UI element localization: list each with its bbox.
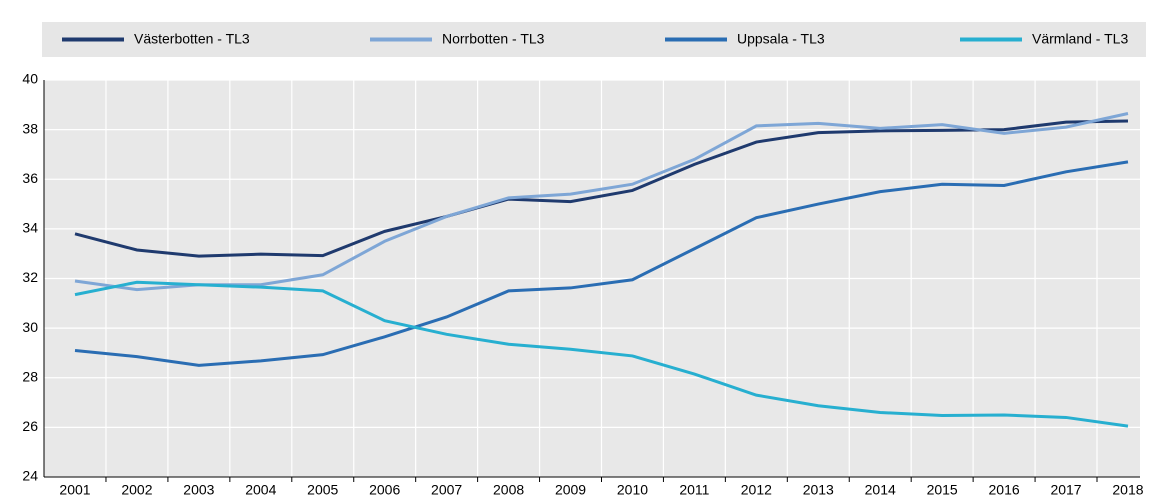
x-tick-label: 2016: [989, 482, 1020, 498]
x-tick-label: 2017: [1050, 482, 1081, 498]
x-tick-label: 2011: [679, 482, 709, 498]
x-tick-label: 2018: [1112, 482, 1143, 498]
series-line: [74, 112, 1129, 292]
x-tick-label: 2015: [927, 482, 958, 498]
x-tick-label: 2005: [307, 482, 338, 498]
y-tick-label: 24: [22, 468, 38, 484]
y-tick-label: 36: [22, 170, 38, 186]
x-tick-label: 2004: [245, 482, 276, 498]
legend-label: Värmland - TL3: [1032, 31, 1128, 47]
x-tick-label: 2014: [865, 482, 896, 498]
y-tick-label: 38: [22, 120, 38, 136]
x-tick-label: 2001: [59, 482, 90, 498]
y-tick-label: 32: [22, 269, 38, 285]
x-tick-label: 2010: [617, 482, 648, 498]
x-tick-label: 2012: [741, 482, 772, 498]
x-tick-label: 2006: [369, 482, 400, 498]
x-tick-label: 2007: [431, 482, 462, 498]
legend-label: Norrbotten - TL3: [442, 31, 545, 47]
legend-label: Uppsala - TL3: [737, 31, 825, 47]
y-tick-label: 28: [22, 368, 38, 384]
legend-label: Västerbotten - TL3: [134, 31, 250, 47]
x-tick-label: 2013: [803, 482, 834, 498]
y-tick-label: 30: [22, 319, 38, 335]
x-tick-label: 2008: [493, 482, 524, 498]
x-tick-label: 2003: [183, 482, 214, 498]
x-tick-label: 2009: [555, 482, 586, 498]
series-line: [74, 280, 1129, 428]
series-line: [74, 119, 1129, 258]
x-tick-label: 2002: [121, 482, 152, 498]
y-tick-label: 40: [22, 71, 38, 87]
y-tick-label: 34: [22, 220, 38, 236]
y-tick-label: 26: [22, 418, 38, 434]
series-line: [74, 160, 1129, 367]
